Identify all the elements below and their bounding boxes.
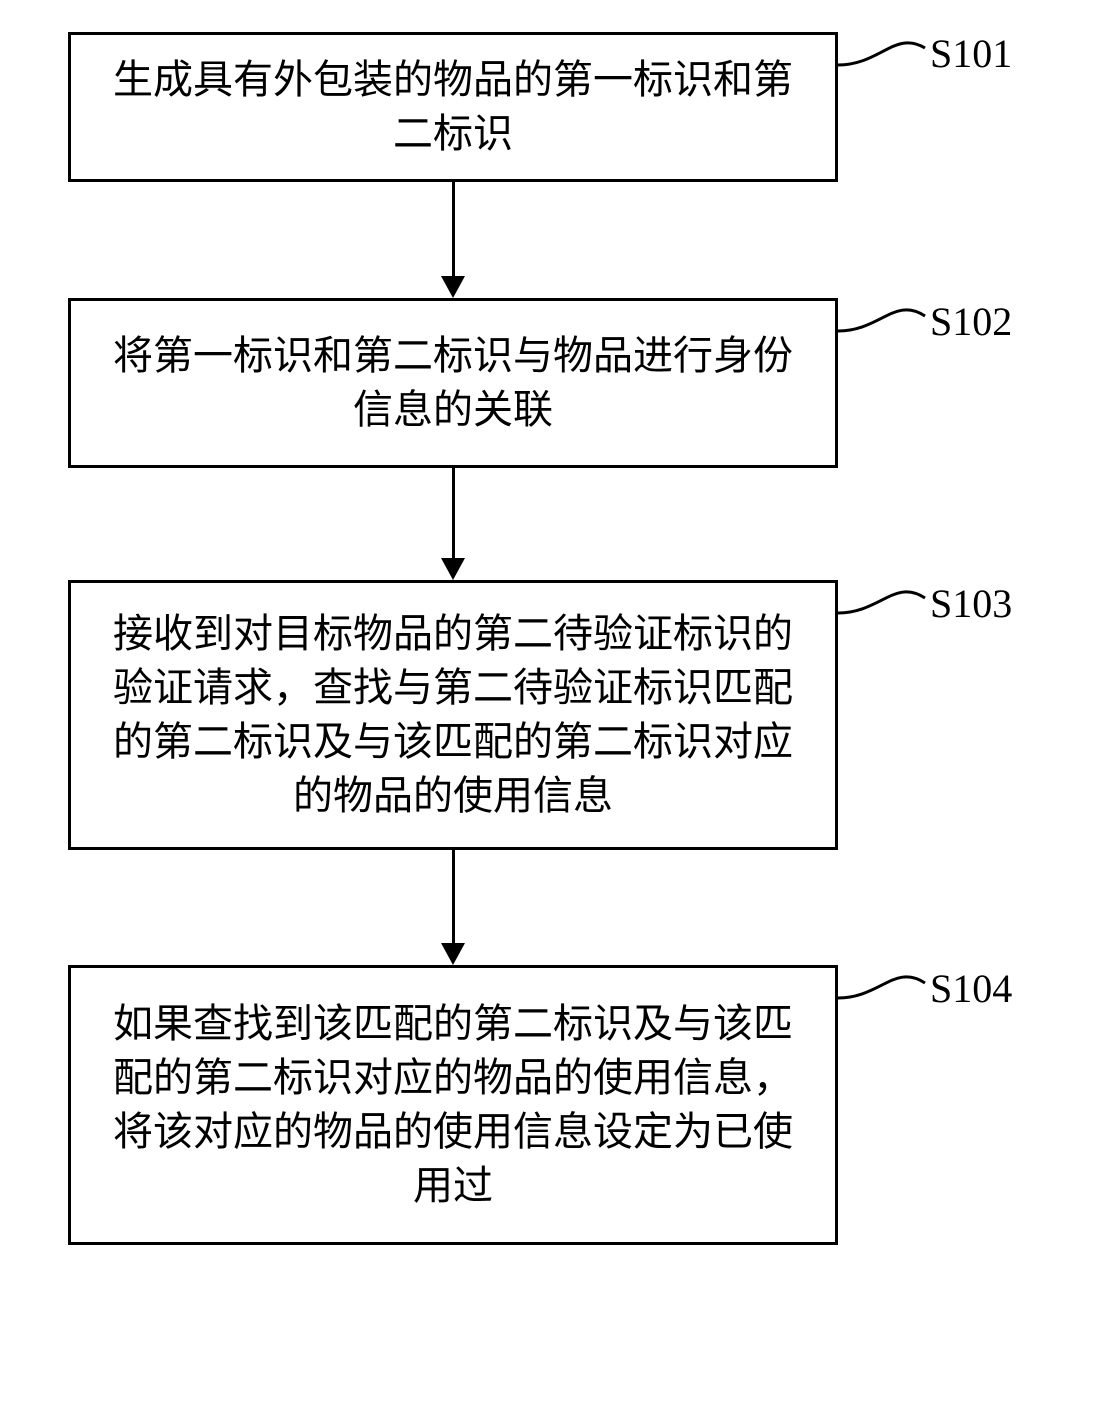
arrow-line-1 xyxy=(452,182,455,276)
step-label-s101: S101 xyxy=(930,30,1012,77)
flow-node-s102: 将第一标识和第二标识与物品进行身份信息的关联 xyxy=(68,298,838,468)
flow-node-text: 接收到对目标物品的第二待验证标识的验证请求，查找与第二待验证标识匹配的第二标识及… xyxy=(101,607,805,823)
flow-node-s104: 如果查找到该匹配的第二标识及与该匹配的第二标识对应的物品的使用信息，将该对应的物… xyxy=(68,965,838,1245)
arrow-head-2 xyxy=(441,558,465,580)
flow-node-text: 将第一标识和第二标识与物品进行身份信息的关联 xyxy=(101,329,805,437)
arrow-head-3 xyxy=(441,943,465,965)
step-label-text: S103 xyxy=(930,581,1012,626)
step-label-text: S102 xyxy=(930,299,1012,344)
flowchart-canvas: 生成具有外包装的物品的第一标识和第二标识 S101 将第一标识和第二标识与物品进… xyxy=(0,0,1104,1415)
step-label-s102: S102 xyxy=(930,298,1012,345)
arrow-head-1 xyxy=(441,276,465,298)
step-label-s103: S103 xyxy=(930,580,1012,627)
flow-node-text: 生成具有外包装的物品的第一标识和第二标识 xyxy=(101,53,805,161)
flow-node-s103: 接收到对目标物品的第二待验证标识的验证请求，查找与第二待验证标识匹配的第二标识及… xyxy=(68,580,838,850)
flow-node-text: 如果查找到该匹配的第二标识及与该匹配的第二标识对应的物品的使用信息，将该对应的物… xyxy=(101,997,805,1213)
flow-node-s101: 生成具有外包装的物品的第一标识和第二标识 xyxy=(68,32,838,182)
step-label-text: S101 xyxy=(930,31,1012,76)
step-label-text: S104 xyxy=(930,966,1012,1011)
arrow-line-3 xyxy=(452,850,455,943)
step-label-s104: S104 xyxy=(930,965,1012,1012)
arrow-line-2 xyxy=(452,468,455,558)
